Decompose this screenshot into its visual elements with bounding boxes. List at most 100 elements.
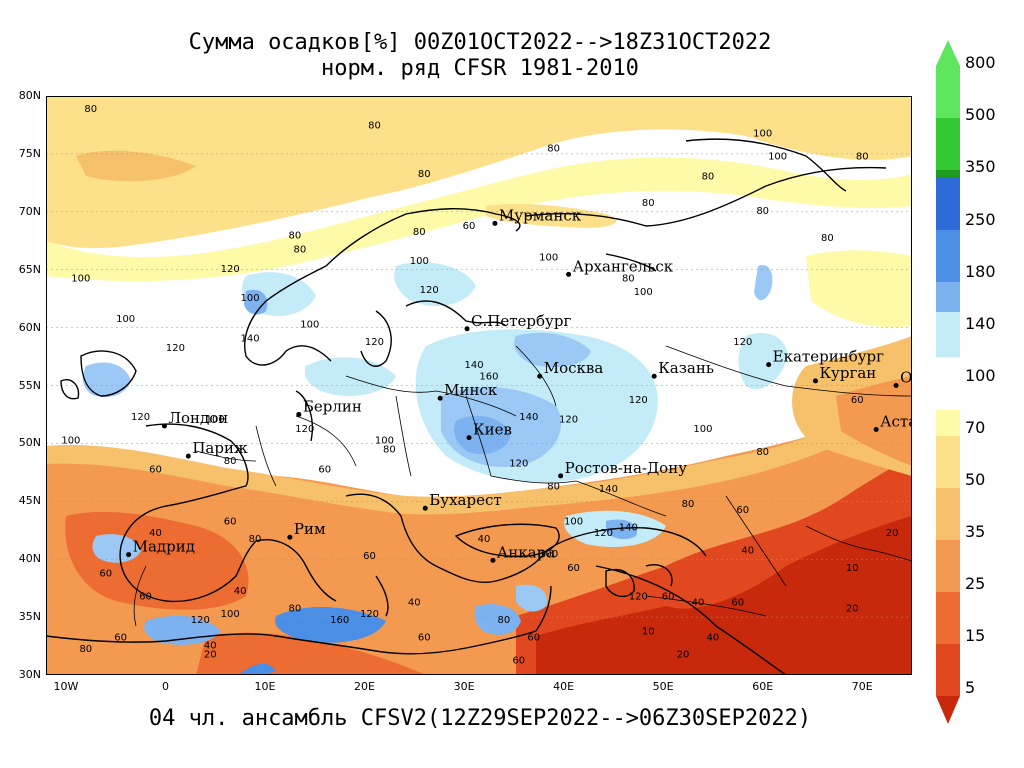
contour-label: 100 xyxy=(753,129,772,140)
contour-label: 20 xyxy=(204,650,217,661)
city-label: Курган xyxy=(819,364,876,382)
contour-label: 60 xyxy=(139,592,152,603)
wet-levant xyxy=(516,584,547,612)
latitude-label: 80N xyxy=(18,89,41,102)
contour-label: 60 xyxy=(363,551,376,562)
contour-label: 100 xyxy=(539,252,558,263)
latitude-label: 65N xyxy=(18,262,41,276)
contour-label: 100 xyxy=(116,314,135,325)
contour-label: 80 xyxy=(293,244,306,255)
colorbar-bin-35 xyxy=(936,488,960,540)
contour-label: 100 xyxy=(71,273,90,284)
colorbar-bin-140 xyxy=(936,282,960,312)
wet-tunisia xyxy=(238,663,276,675)
city-marker xyxy=(464,326,470,332)
colorbar-bin-250 xyxy=(936,177,960,230)
city-label: Париж xyxy=(192,439,248,457)
contour-label: 100 xyxy=(768,152,787,163)
city-marker xyxy=(766,362,772,368)
colorbar-bin-180 xyxy=(936,230,960,282)
contour-label: 80 xyxy=(498,615,511,626)
contour-label: 140 xyxy=(519,412,538,423)
city-markers: Мурманск Архангельск С.Петербург Москва Каза… xyxy=(126,206,912,563)
wet-caucasus xyxy=(606,519,637,540)
contour-label: 140 xyxy=(599,484,618,495)
contour-label: 80 xyxy=(547,482,560,493)
city-label: Екатеринбург xyxy=(773,348,884,366)
map-title: Сумма осадков[%] 00Z01OCT2022-->18Z31OCT… xyxy=(188,30,772,55)
contour-label: 100 xyxy=(241,293,260,304)
contour-label: 80 xyxy=(418,169,431,180)
colorbar-bin-800 xyxy=(936,66,960,118)
latitude-label: 50N xyxy=(18,436,41,450)
contour-label: 120 xyxy=(166,343,185,354)
latitude-label: 70N xyxy=(18,204,41,218)
contour-label: 40 xyxy=(707,632,720,643)
contour-label: 60 xyxy=(99,569,112,580)
contour-label: 20 xyxy=(846,603,859,614)
longitude-label: 30E xyxy=(453,680,475,693)
colorbar-label: 100 xyxy=(965,366,996,385)
extreme-dry-field xyxy=(536,516,912,675)
contour-label: 80 xyxy=(288,230,301,241)
longitude-label: 50E xyxy=(652,680,674,693)
city-marker xyxy=(466,435,472,441)
city-label: Рим xyxy=(294,520,326,538)
contour-label: 120 xyxy=(295,424,314,435)
latitude-label: 30N xyxy=(18,668,41,681)
colorbar-label: 50 xyxy=(965,470,986,489)
colorbar-bin-25 xyxy=(936,540,960,592)
contour-label: 60 xyxy=(662,592,675,603)
contour-label: 60 xyxy=(567,563,580,574)
wet-norway xyxy=(244,289,268,315)
contour-label: 100 xyxy=(564,516,583,527)
contour-label: 80 xyxy=(84,104,97,115)
contour-label: 120 xyxy=(509,459,528,470)
n-africa-dry xyxy=(196,632,426,675)
colorbar-bin-15 xyxy=(936,592,960,644)
colorbar-label: 35 xyxy=(965,522,986,541)
city-marker xyxy=(296,411,302,417)
latitude-label: 75N xyxy=(18,146,41,160)
city-label: Минск xyxy=(444,381,498,399)
colorbar-label: 140 xyxy=(965,314,996,333)
contour-label: 40 xyxy=(478,534,491,545)
colorbar-label: 800 xyxy=(965,53,996,72)
contour-label: 60 xyxy=(731,598,744,609)
contour-label: 80 xyxy=(682,499,695,510)
colorbar-label: 5 xyxy=(965,678,976,697)
city-label: Мадрид xyxy=(133,538,195,556)
wet-baltic xyxy=(304,357,396,396)
contour-label: 20 xyxy=(886,528,899,539)
city-marker xyxy=(287,534,293,540)
city-marker xyxy=(566,271,572,277)
contour-label: 60 xyxy=(418,632,431,643)
city-label: Москва xyxy=(544,359,604,377)
colorbar-label: 15 xyxy=(965,626,986,645)
city-label: Берлин xyxy=(303,397,362,415)
colorbar-label: 500 xyxy=(965,105,996,124)
contour-label: 80 xyxy=(383,445,396,456)
contour-label: 120 xyxy=(365,337,384,348)
coastlines xyxy=(46,138,887,675)
city-marker xyxy=(492,220,498,226)
arctic-dry-pale xyxy=(46,157,912,282)
contour-label: 120 xyxy=(360,609,379,620)
city-label: Астана xyxy=(880,413,912,431)
contour-label: 80 xyxy=(642,198,655,209)
contour-label: 120 xyxy=(191,615,210,626)
contour-label: 60 xyxy=(527,632,540,643)
city-label: Лондон xyxy=(168,409,228,427)
city-label: Бухарест xyxy=(429,491,501,509)
contour-label: 60 xyxy=(736,505,749,516)
city-marker xyxy=(490,557,496,563)
contour-label: 120 xyxy=(629,592,648,603)
contour-label: 60 xyxy=(463,221,476,232)
contour-label: 160 xyxy=(479,372,498,383)
contour-label: 80 xyxy=(756,206,769,217)
ensemble-footer: 04 чл. ансамбль CFSV2(12Z29SEP2022-->06Z… xyxy=(148,706,812,731)
city-label: Архангельск xyxy=(573,257,674,275)
contour-label: 80 xyxy=(821,233,834,244)
